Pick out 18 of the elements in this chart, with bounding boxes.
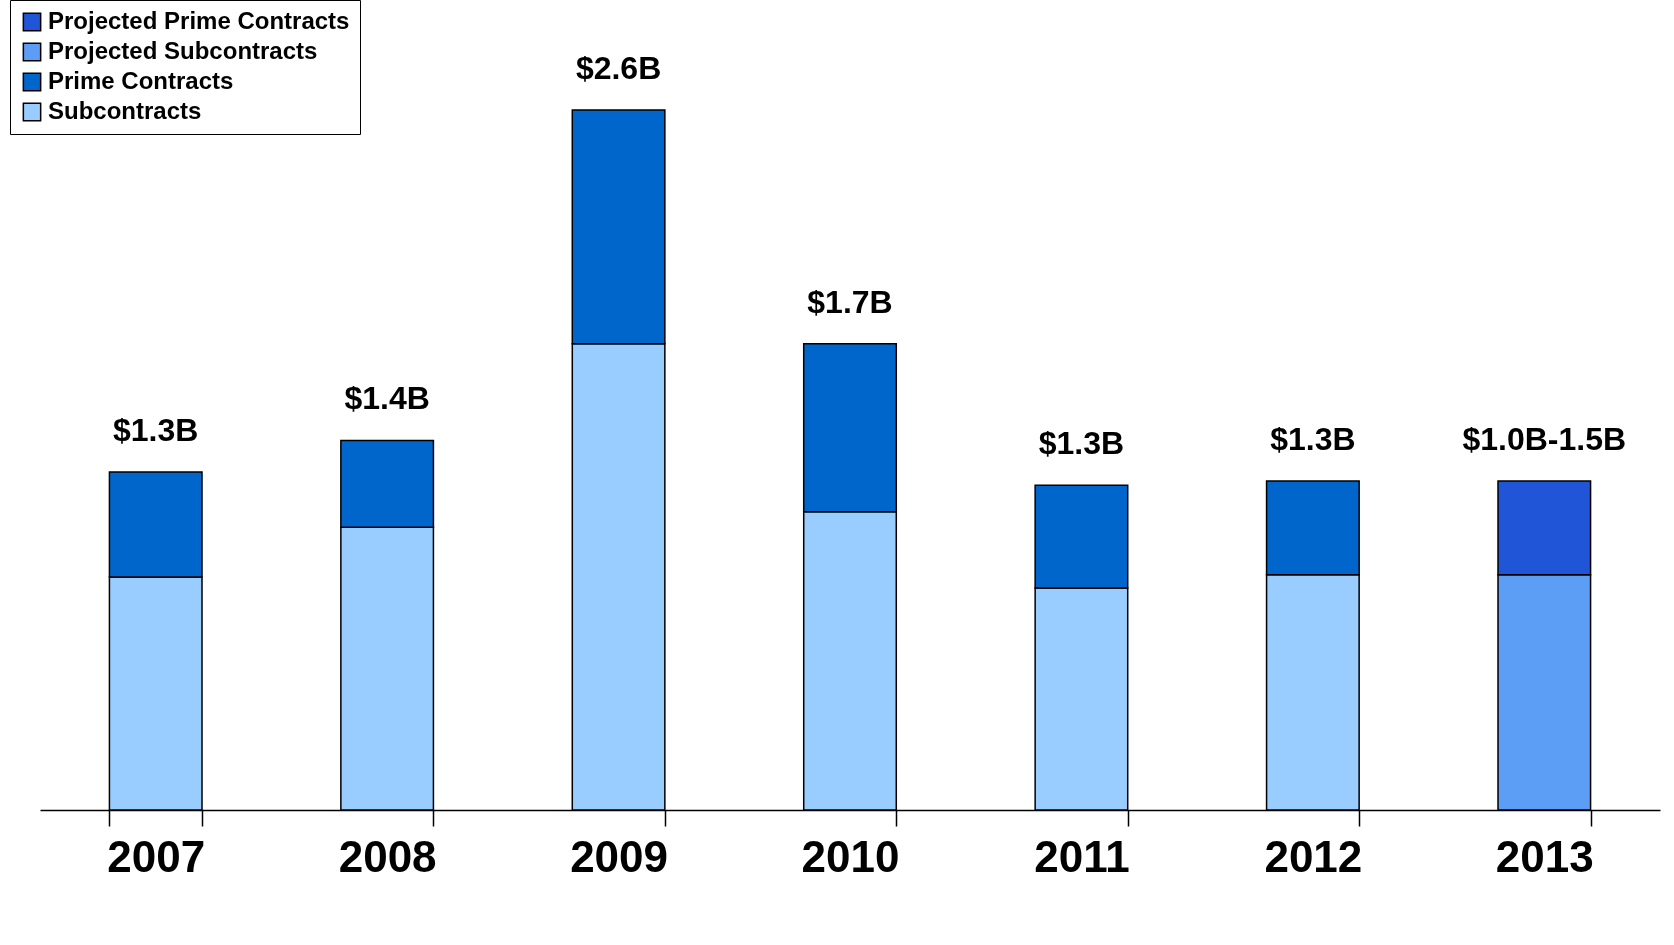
annotation: $1.3B <box>113 411 199 448</box>
x-tick-label: 2012 <box>1264 831 1363 881</box>
x-tick-label: 2009 <box>570 831 669 881</box>
annotation: $1.3B <box>1270 421 1356 457</box>
legend-label: Projected Subcontracts <box>48 37 318 64</box>
annotation: $1.7B <box>807 283 893 320</box>
x-tick-label: 2007 <box>107 831 206 881</box>
legend-label: Projected Prime Contracts <box>48 7 350 34</box>
legend-label: Prime Contracts <box>48 67 234 94</box>
x-tick-label: 2011 <box>1034 831 1130 881</box>
x-tick-label: 2010 <box>801 831 900 881</box>
annotation: $1.3B <box>1038 425 1125 462</box>
annotation: $2.6B <box>575 50 662 86</box>
legend-label: Subcontracts <box>48 97 202 124</box>
x-tick-label: 2008 <box>338 831 437 881</box>
x-tick-label: 2013 <box>1495 831 1594 881</box>
annotation: $1.4B <box>344 380 430 417</box>
annotation: $1.0B-1.5B <box>1462 421 1627 457</box>
